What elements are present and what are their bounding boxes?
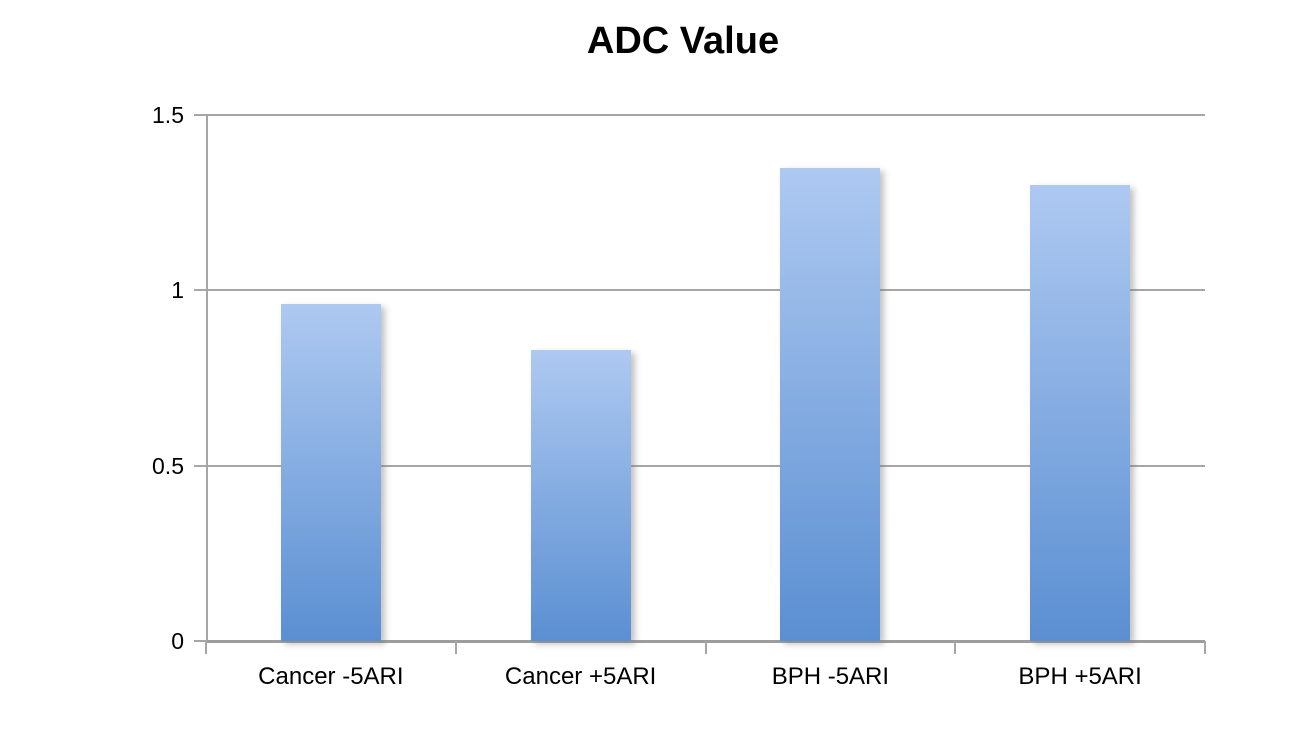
y-axis-tick [194,289,206,292]
x-axis-tick [954,641,957,654]
bar-cancer-minus5ari [280,304,381,641]
y-axis-tick [194,640,206,642]
bar-bph-minus5ari [780,167,881,641]
x-category-label-cancer-minus5ari: Cancer -5ARI [258,663,404,690]
y-axis-tick [194,464,206,467]
y-tick-label: 1 [171,277,184,304]
chart-title: ADC Value [586,20,780,62]
gridline [206,289,1205,292]
bar-cancer-plus5ari [530,349,631,641]
x-axis-tick [704,641,707,654]
x-axis-tick [454,641,457,654]
y-axis-tick [194,114,206,116]
x-axis-tick [205,641,207,654]
x-category-label-bph-minus5ari: BPH -5ARI [771,663,890,690]
y-tick-label: 0 [171,628,184,654]
y-tick-label: 1.5 [152,102,184,128]
gridline [206,464,1205,467]
bar-bph-plus5ari [1030,185,1131,641]
x-category-label-cancer-plus5ari: Cancer +5ARI [504,663,657,690]
y-tick-label: 0.5 [152,452,184,479]
gridline [206,114,1205,116]
x-axis-tick [1204,641,1206,654]
y-axis-line [206,115,208,641]
x-category-label-bph-plus5ari: BPH +5ARI [1018,663,1142,690]
